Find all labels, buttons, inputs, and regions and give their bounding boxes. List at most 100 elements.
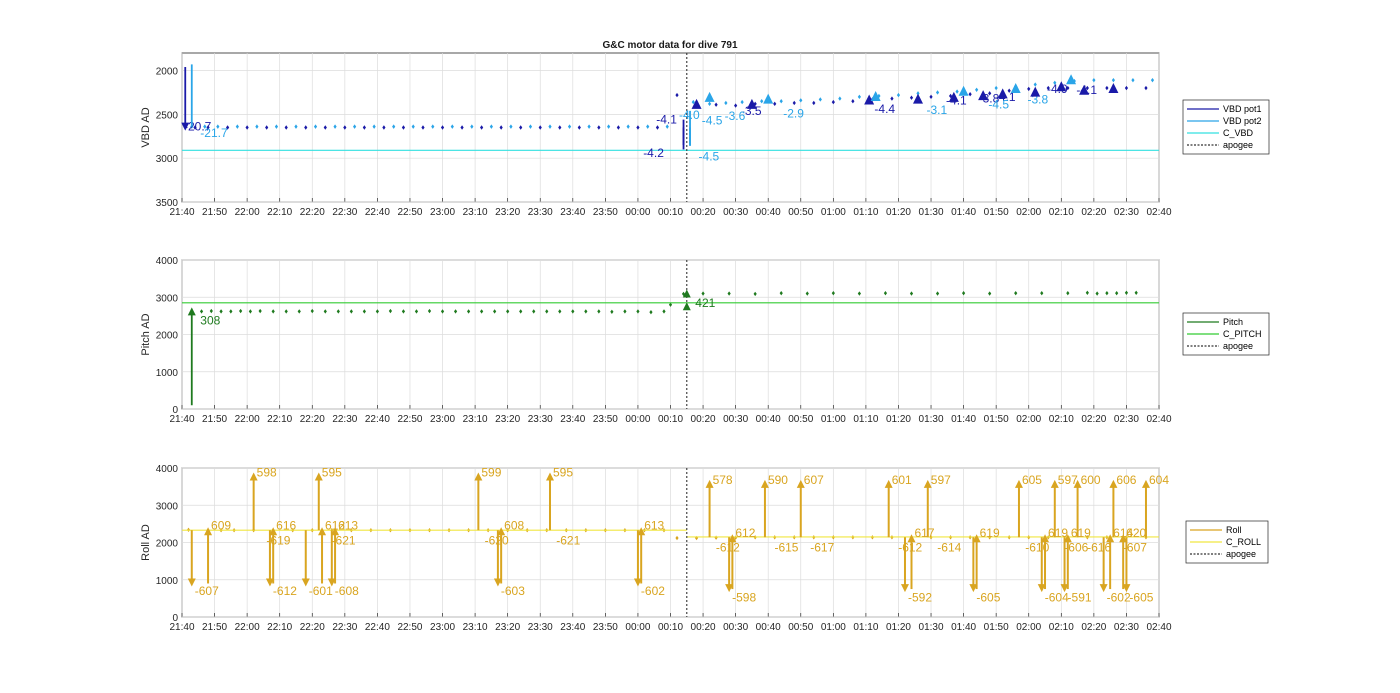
data-point — [284, 125, 288, 130]
data-point — [323, 309, 327, 314]
x-tick-label: 02:10 — [1049, 622, 1074, 633]
roll-label: -612 — [273, 584, 297, 598]
data-point — [831, 290, 835, 296]
y-tick-label: 1000 — [156, 368, 179, 379]
data-point — [935, 90, 940, 95]
data-point — [209, 308, 213, 314]
data-point — [1095, 291, 1099, 296]
x-tick-label: 23:40 — [560, 414, 585, 425]
data-point — [1115, 290, 1119, 296]
data-point — [694, 535, 699, 541]
x-tick-label: 01:10 — [853, 622, 878, 633]
roll-label: -604 — [1045, 590, 1069, 604]
data-point — [597, 309, 601, 314]
roll-arrowhead — [705, 479, 714, 488]
data-point — [353, 124, 357, 129]
data-point — [297, 309, 301, 314]
data-point — [916, 91, 920, 96]
roll-label: 619 — [1048, 526, 1068, 540]
roll-arrowhead — [204, 527, 213, 536]
data-point — [896, 92, 901, 98]
pitch-arrowhead — [682, 302, 691, 311]
data-point — [701, 291, 705, 296]
data-point — [401, 309, 406, 314]
x-tick-label: 21:40 — [169, 207, 194, 218]
x-tick-label: 00:40 — [756, 414, 781, 425]
data-point — [558, 125, 562, 130]
roll-label: 595 — [322, 465, 342, 479]
x-tick-label: 01:20 — [886, 207, 911, 218]
roll-label: 619 — [1071, 526, 1091, 540]
data-point — [753, 291, 757, 297]
x-tick-label: 01:00 — [821, 622, 846, 633]
x-tick-label: 01:00 — [821, 414, 846, 425]
data-point — [831, 99, 835, 105]
data-point — [1144, 85, 1148, 91]
data-point — [372, 124, 376, 129]
roll-label: -615 — [774, 540, 798, 554]
data-point — [255, 124, 259, 129]
x-tick-label: 00:00 — [625, 414, 650, 425]
x-tick-label: 22:10 — [267, 622, 292, 633]
roll-label: 604 — [1149, 473, 1169, 487]
roll-arrowhead — [1037, 584, 1046, 593]
roll-arrowhead — [493, 578, 502, 587]
y-tick-label: 2000 — [156, 331, 179, 342]
roll-arrowhead — [1060, 584, 1069, 593]
roll-label: -601 — [309, 584, 333, 598]
data-point — [450, 124, 454, 129]
data-point — [740, 99, 744, 105]
data-point — [883, 290, 888, 296]
data-point — [229, 309, 233, 314]
x-tick-label: 22:30 — [332, 414, 357, 425]
data-point — [480, 125, 484, 130]
data-point — [623, 309, 627, 314]
data-point — [838, 96, 842, 101]
data-point — [1105, 85, 1109, 91]
x-tick-label: 23:10 — [463, 622, 488, 633]
data-point — [857, 291, 861, 296]
roll-arrowhead — [269, 527, 278, 536]
x-tick-label: 02:10 — [1049, 207, 1074, 218]
data-point — [538, 125, 542, 130]
x-tick-label: 22:50 — [397, 414, 422, 425]
roll-arrowhead — [1119, 534, 1128, 543]
roll-label: -602 — [1107, 590, 1131, 604]
roll-arrowhead — [474, 472, 483, 481]
data-point — [199, 309, 204, 314]
data-point — [571, 309, 575, 314]
roll-arrowhead — [633, 578, 642, 587]
roll-label: -606 — [1064, 540, 1088, 554]
data-point — [265, 125, 269, 130]
y-tick-label: 3000 — [156, 154, 179, 165]
x-tick-label: 22:10 — [267, 207, 292, 218]
x-tick-label: 00:20 — [691, 207, 716, 218]
x-tick-label: 01:50 — [984, 622, 1009, 633]
vbd-triangle-marker — [1066, 74, 1077, 85]
data-point — [1040, 290, 1044, 296]
data-point — [857, 94, 861, 100]
data-point — [909, 95, 914, 100]
vbd-triangle-marker — [978, 90, 989, 101]
x-tick-label: 00:30 — [723, 622, 748, 633]
data-point — [994, 85, 998, 91]
data-point — [216, 124, 220, 129]
legend-label: Pitch — [1223, 317, 1243, 327]
x-tick-label: 23:40 — [560, 207, 585, 218]
x-tick-label: 22:50 — [397, 622, 422, 633]
data-point — [349, 309, 353, 314]
data-point — [528, 124, 533, 129]
x-tick-label: 00:50 — [788, 414, 813, 425]
roll-arrowhead — [1063, 534, 1072, 543]
x-tick-label: 21:40 — [169, 414, 194, 425]
roll-arrowhead — [327, 578, 336, 587]
annotation-label: -3.5 — [741, 104, 762, 118]
x-tick-label: 22:30 — [332, 622, 357, 633]
roll-label: -621 — [332, 534, 356, 548]
data-point — [812, 100, 816, 106]
roll-arrowhead — [187, 578, 196, 587]
y-tick-label: 3000 — [156, 501, 179, 512]
data-point — [532, 309, 536, 314]
x-tick-label: 22:30 — [332, 207, 357, 218]
